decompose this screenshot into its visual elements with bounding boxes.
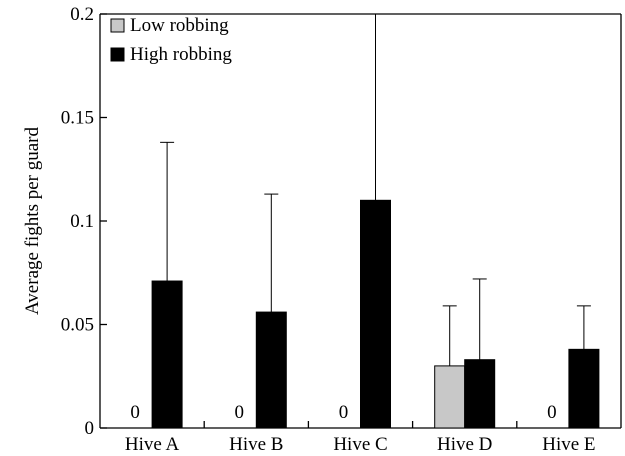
bar	[568, 348, 600, 429]
bar	[255, 311, 287, 429]
y-tick-label: 0.15	[61, 108, 94, 129]
x-tick-label: Hive C	[333, 434, 387, 455]
y-tick-label: 0.2	[70, 4, 94, 25]
zero-value-label: 0	[235, 402, 245, 423]
y-tick-label: 0.1	[70, 211, 94, 232]
x-tick-label: Hive E	[542, 434, 595, 455]
y-tick-label: 0.05	[61, 315, 94, 336]
y-tick-label: 0	[85, 418, 95, 439]
zero-value-label: 0	[339, 402, 349, 423]
bar	[151, 280, 183, 429]
x-tick-label: Hive D	[437, 434, 492, 455]
legend-swatch	[110, 18, 125, 33]
bar	[360, 199, 391, 429]
zero-value-label: 0	[130, 402, 140, 423]
legend-label: High robbing	[130, 44, 232, 65]
legend-swatch	[110, 47, 125, 62]
legend-label: Low robbing	[130, 15, 229, 36]
bar	[434, 365, 466, 429]
y-axis-label: Average fights per guard	[22, 127, 43, 315]
legend: Low robbing High robbing	[110, 15, 232, 65]
x-tick-label: Hive B	[229, 434, 283, 455]
y-ticks: 0 0.05 0.1 0.15 0.2	[61, 4, 107, 439]
zero-value-label: 0	[547, 402, 557, 423]
error-bars	[160, 13, 591, 366]
zero-labels: 0 0 0 0	[130, 402, 556, 423]
x-tick-label: Hive A	[125, 434, 180, 455]
bars	[151, 199, 600, 429]
bar	[464, 359, 496, 429]
x-ticks: Hive A Hive B Hive C Hive D Hive E	[125, 421, 596, 455]
